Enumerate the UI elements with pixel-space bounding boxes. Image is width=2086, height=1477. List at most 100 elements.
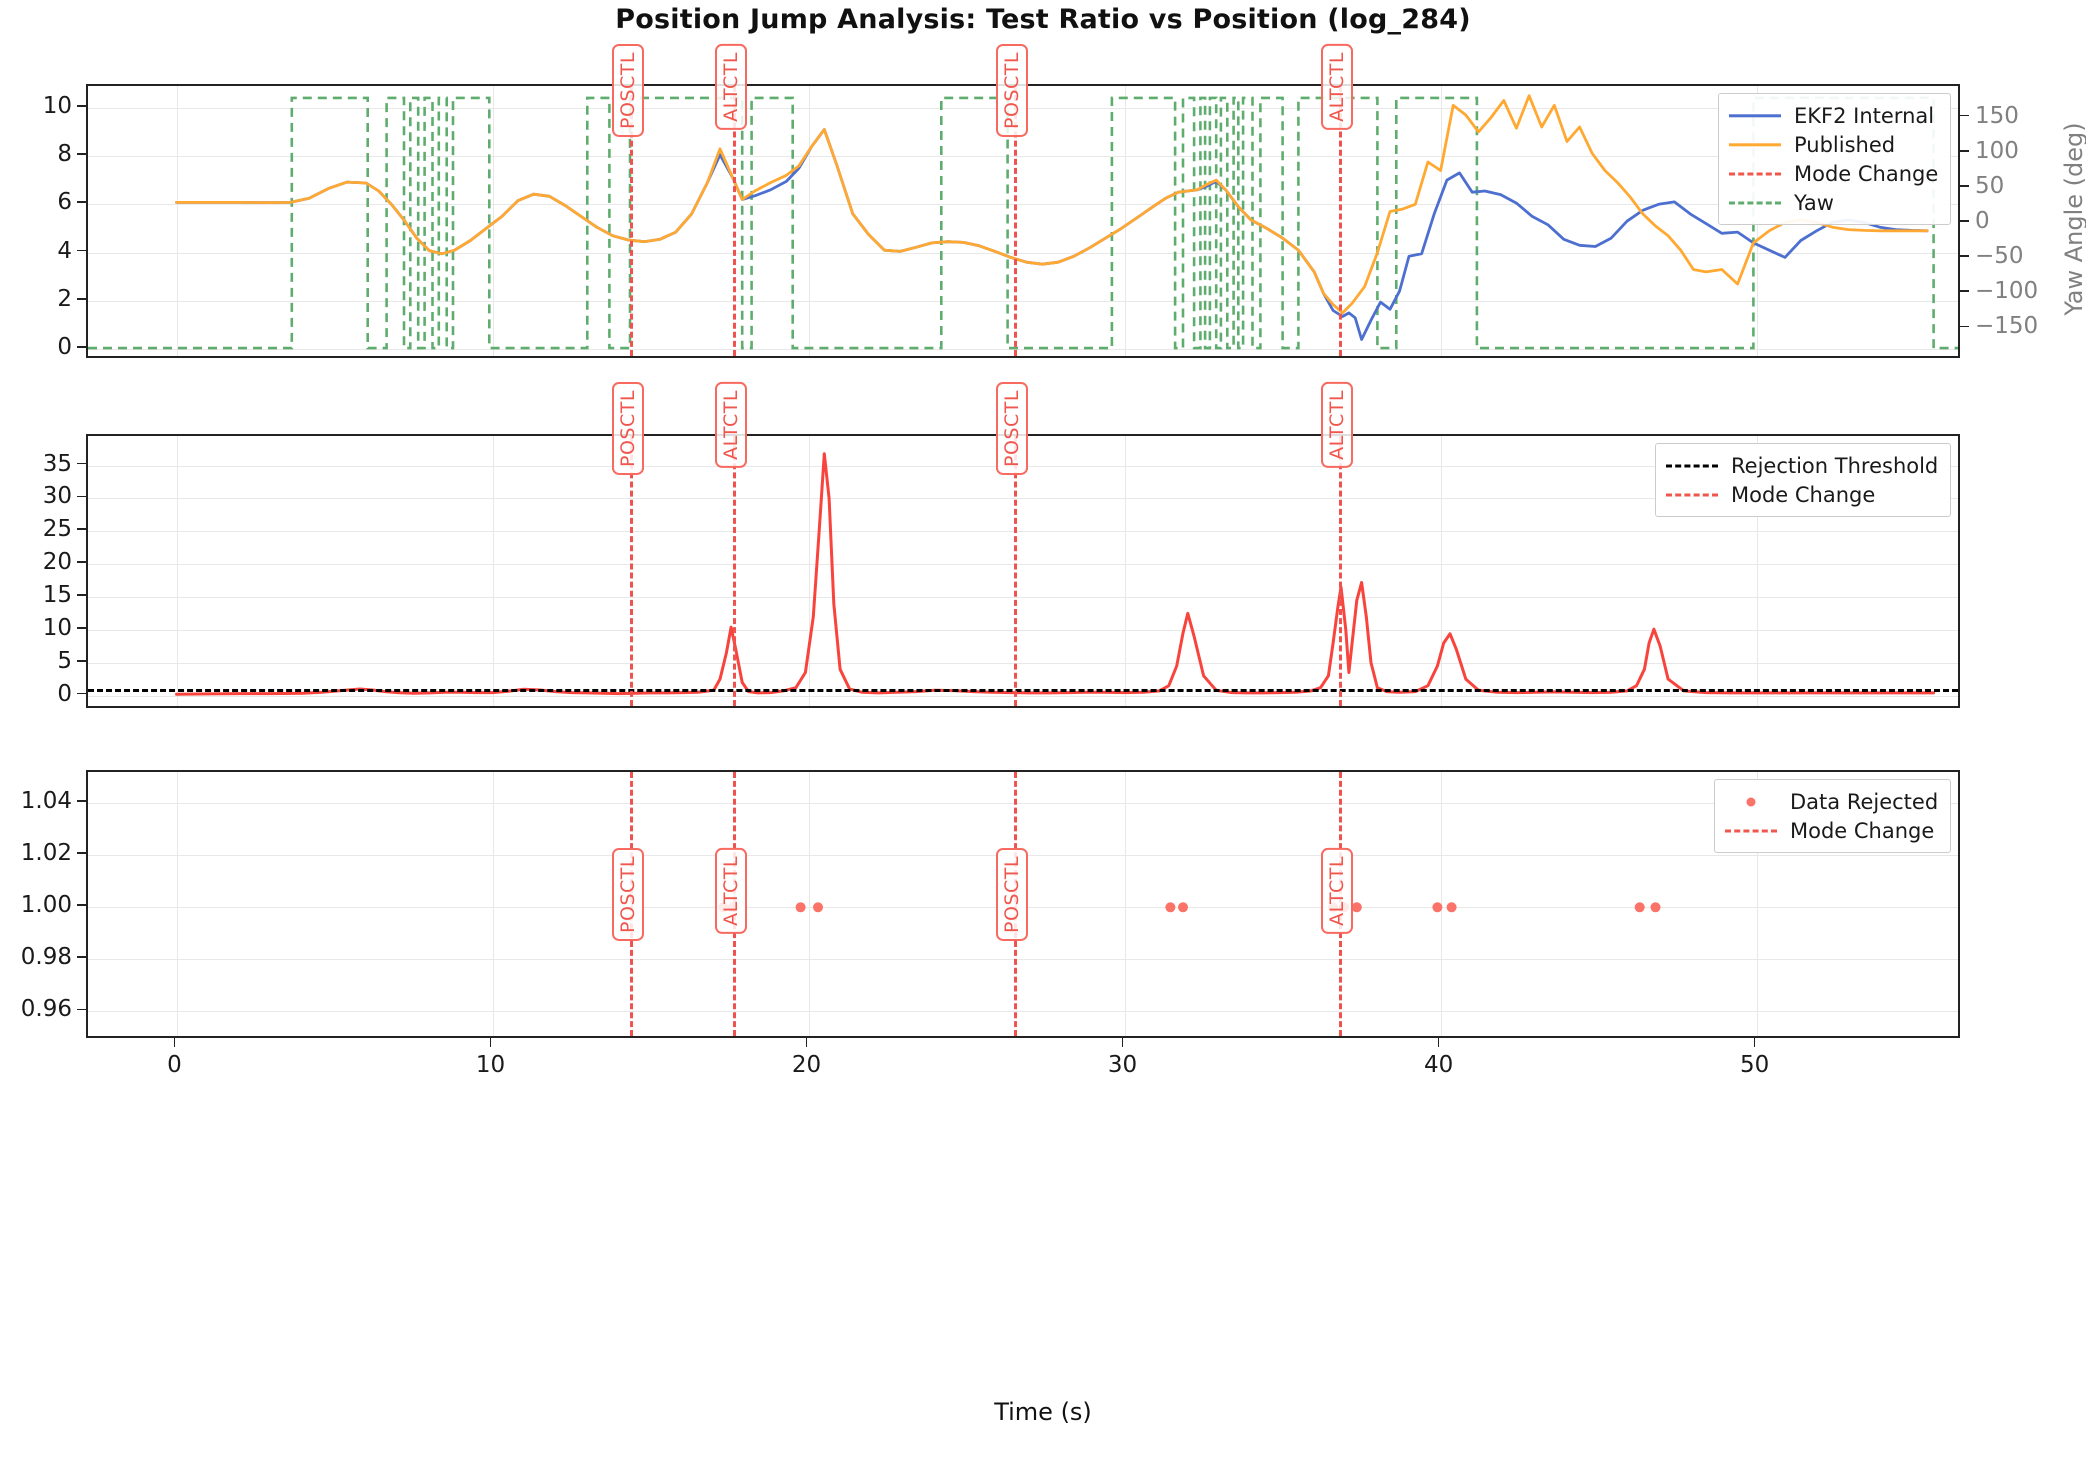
legend-item: Published [1729,130,1938,159]
y-tickmark [77,298,86,300]
y-gridline [88,156,1958,157]
y-tick-label: 20 [42,549,72,576]
legend-label: Data Rejected [1790,789,1939,814]
mode-change-label-posctl: POSCTL [995,382,1028,475]
mode-change-line-altctl[interactable] [732,436,736,706]
legend-label: Yaw [1794,190,1834,215]
y2-tickmark [1960,255,1969,257]
y-gridline [88,695,1958,697]
legend-item: Mode Change [1725,816,1938,845]
y2-tickmark [1960,220,1969,222]
y2-tick-label: −100 [1975,278,2039,305]
legend-label: EKF2 Internal [1794,103,1935,128]
x-gridline [1440,86,1442,356]
y-tick-label: 10 [42,92,72,119]
y-gridline [88,959,1958,961]
legend-item: EKF2 Internal [1729,101,1938,130]
rejection-threshold-line [88,689,1958,692]
y-gridline [88,629,1958,631]
y2-tick-label: −150 [1975,313,2039,340]
y-tick-label: 35 [42,450,72,477]
x-gridline [1756,772,1758,1036]
y-gridline [88,662,1958,664]
y-axis-label: X Position (m) [0,135,2,302]
mode-change-line-posctl[interactable] [630,86,633,356]
y-tickmark [77,659,86,662]
y-tickmark [77,904,86,907]
x-gridline [1124,436,1126,706]
legend-dash-icon [1729,201,1781,204]
mode-change-label-altctl: ALTCTL [714,44,747,130]
legend-swatch [1666,487,1718,503]
x-gridline [176,436,178,706]
legend-dash-icon [1666,493,1718,496]
panel-test-ratio-legend: Rejection Threshold Mode Change [1655,443,1952,517]
mode-change-line-altctl[interactable] [1339,436,1343,706]
y-tick-label: 25 [42,516,72,543]
y-tickmark [77,692,86,695]
legend-swatch [1729,195,1781,211]
y-tick-label: 2 [57,285,72,312]
legend-swatch [1729,166,1781,182]
x-gridline [1756,436,1758,706]
mode-change-label-posctl: POSCTL [612,848,644,941]
x-gridline [492,772,494,1036]
y-tick-label: 0.98 [20,944,72,971]
x-tick-label: 30 [1107,1052,1138,1078]
mode-change-line-posctl[interactable] [630,436,633,706]
y-tickmark [77,104,86,107]
legend-swatch [1725,823,1777,839]
y2-tickmark [1960,149,1969,152]
legend-swatch [1666,458,1718,474]
legend-label: Mode Change [1731,482,1876,507]
y-gridline [88,204,1958,206]
legend-label: Published [1794,132,1896,157]
y-tickmark [77,346,86,348]
y-tickmark [77,201,86,204]
y-gridline [88,349,1958,351]
y-tickmark [77,495,86,498]
x-tickmark [1121,1038,1124,1047]
mode-change-line-altctl[interactable] [1339,86,1343,356]
y-tickmark [77,852,86,855]
panel-test-ratio-axes [86,434,1960,708]
mode-change-label-posctl: POSCTL [612,382,644,475]
y-tickmark [77,249,86,252]
legend-label: Mode Change [1790,818,1935,843]
y-tick-label: 6 [57,189,72,216]
x-gridline [1124,86,1126,356]
x-gridline [808,86,810,356]
legend-line-icon [1729,113,1781,118]
y-tickmark [77,462,86,465]
mode-change-label-altctl: ALTCTL [714,382,747,468]
mode-change-label-altctl: ALTCTL [1321,44,1354,130]
y-tick-label: 10 [42,614,72,641]
x-tick-label: 50 [1739,1052,1770,1078]
legend-dot-icon [1746,797,1756,806]
y-gridline [88,803,1958,805]
legend-label: Mode Change [1794,161,1939,186]
y2-tick-label: −50 [1975,243,2024,270]
mode-change-label-altctl: ALTCTL [714,848,747,934]
y-tickmark [77,561,86,563]
mode-change-line-posctl[interactable] [1013,436,1017,706]
y-axis-label: X Test Ratio [0,498,2,640]
y-tick-label: 0 [57,334,72,361]
y-gridline [88,1011,1958,1013]
x-tick-label: 40 [1423,1052,1454,1078]
x-tick-label: 10 [475,1052,506,1078]
y-tick-label: 1.02 [20,840,72,867]
y-tickmark [77,626,86,629]
y-tickmark [77,1008,86,1011]
mode-change-label-posctl: POSCTL [995,848,1028,941]
x-axis-label: Time (s) [994,1398,1092,1426]
y-tickmark [77,800,86,803]
x-gridline [1440,436,1442,706]
x-tickmark [805,1038,808,1047]
mode-change-label-altctl: ALTCTL [1321,382,1354,468]
mode-change-line-altctl[interactable] [732,86,736,356]
mode-change-line-posctl[interactable] [1013,86,1017,356]
x-tickmark [1437,1038,1440,1047]
yaw-series [88,96,1958,350]
legend-item: Yaw [1729,188,1938,217]
